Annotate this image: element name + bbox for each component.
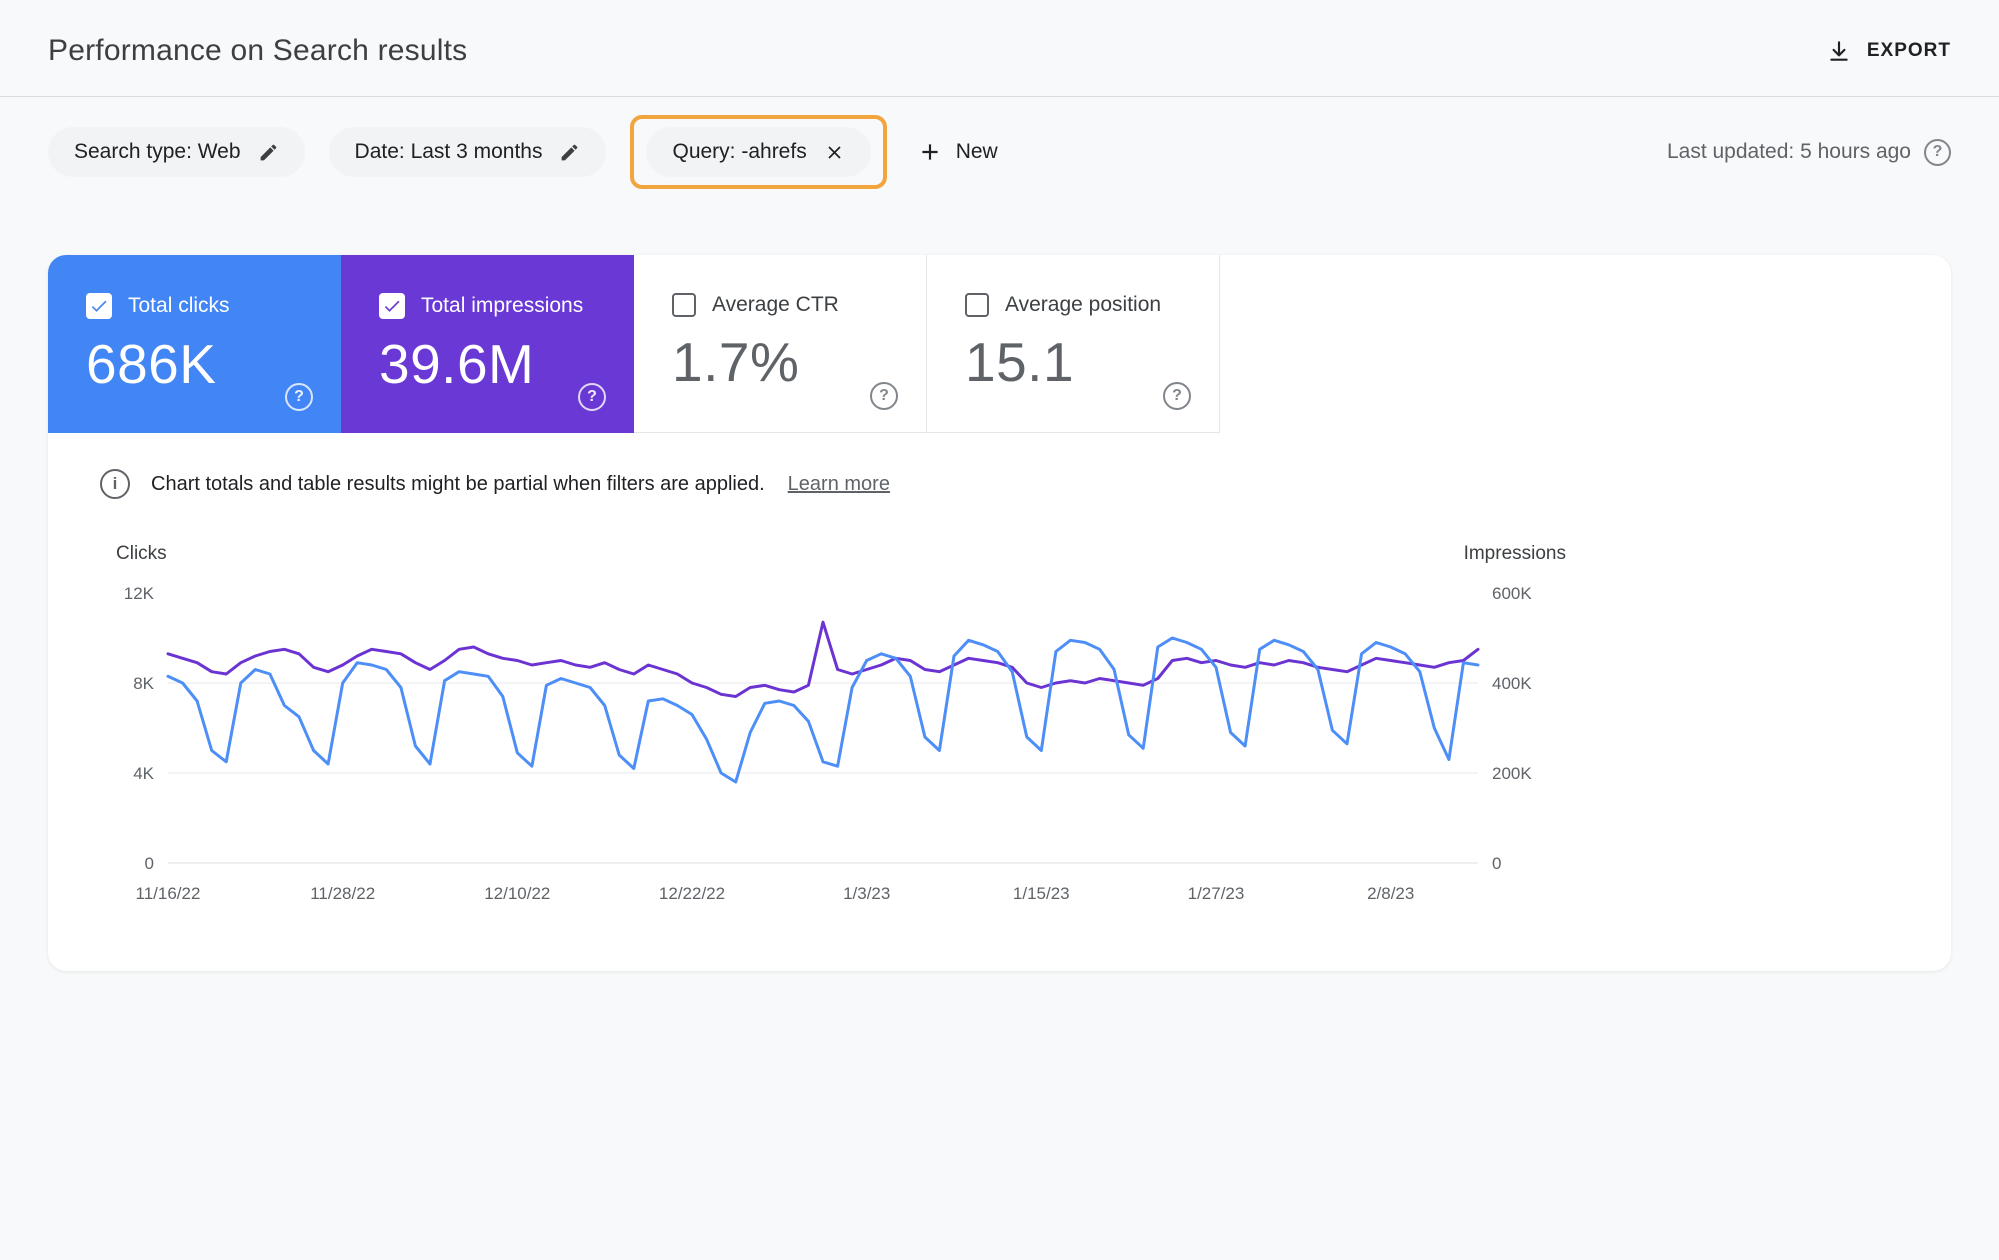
svg-text:8K: 8K	[133, 674, 154, 693]
help-icon[interactable]: ?	[1163, 382, 1191, 410]
filter-chip-date[interactable]: Date: Last 3 months	[329, 127, 607, 177]
metric-card-total-impressions[interactable]: Total impressions 39.6M ?	[341, 255, 634, 433]
svg-text:12K: 12K	[124, 584, 155, 603]
svg-text:12/22/22: 12/22/22	[659, 884, 725, 903]
svg-text:1/27/23: 1/27/23	[1188, 884, 1245, 903]
chart-section: Clicks Impressions 12K 600K 8K 400K 4K 200K 0 0…	[96, 543, 1566, 918]
notice-text: Chart totals and table results might be …	[151, 473, 765, 496]
metric-header: Total clicks	[86, 293, 341, 319]
filter-notice: i Chart totals and table results might b…	[48, 433, 1951, 499]
svg-text:4K: 4K	[133, 764, 154, 783]
search-console-performance-page: Performance on Search results EXPORT Sea…	[0, 0, 1999, 1260]
metric-header: Average position	[965, 293, 1219, 317]
edit-icon[interactable]	[258, 142, 279, 163]
info-icon: i	[100, 469, 130, 499]
metric-card-total-clicks[interactable]: Total clicks 686K ?	[48, 255, 341, 433]
svg-text:1/15/23: 1/15/23	[1013, 884, 1070, 903]
filter-chip-label: Date: Last 3 months	[355, 140, 543, 164]
svg-text:400K: 400K	[1492, 674, 1532, 693]
checkbox-checked-icon[interactable]	[379, 293, 405, 319]
svg-text:12/10/22: 12/10/22	[484, 884, 550, 903]
filter-chip-label: Query: -ahrefs	[672, 140, 806, 164]
help-icon[interactable]: ?	[870, 382, 898, 410]
export-button[interactable]: EXPORT	[1826, 38, 1951, 64]
help-icon[interactable]: ?	[285, 383, 313, 411]
metric-label: Total clicks	[128, 294, 230, 318]
metric-card-average-position[interactable]: Average position 15.1 ?	[927, 255, 1220, 433]
checkbox-unchecked-icon[interactable]	[965, 293, 989, 317]
page-title: Performance on Search results	[48, 34, 467, 68]
download-icon	[1826, 38, 1852, 64]
export-label: EXPORT	[1867, 40, 1951, 62]
metric-card-average-ctr[interactable]: Average CTR 1.7% ?	[634, 255, 927, 433]
svg-text:11/16/22: 11/16/22	[136, 884, 201, 903]
help-icon[interactable]: ?	[578, 383, 606, 411]
report-card: Total clicks 686K ? Total impressions 39…	[48, 255, 1951, 971]
svg-text:2/8/23: 2/8/23	[1367, 884, 1414, 903]
edit-icon[interactable]	[559, 142, 580, 163]
svg-text:600K: 600K	[1492, 584, 1532, 603]
remove-filter-icon[interactable]	[824, 142, 845, 163]
help-icon[interactable]: ?	[1924, 139, 1951, 166]
svg-text:0: 0	[145, 854, 154, 873]
filters-bar: Search type: Web Date: Last 3 months Que…	[0, 97, 1999, 189]
metric-header: Average CTR	[672, 293, 926, 317]
new-filter-label: New	[956, 140, 998, 164]
plus-icon	[917, 139, 943, 165]
metric-label: Average CTR	[712, 293, 839, 317]
left-axis-title: Clicks	[116, 543, 167, 565]
new-filter-button[interactable]: New	[911, 129, 1004, 175]
svg-text:0: 0	[1492, 854, 1501, 873]
performance-chart: 12K 600K 8K 400K 4K 200K 0 0 11/16/22 11/28/22 12/…	[96, 573, 1566, 913]
learn-more-link[interactable]: Learn more	[788, 473, 890, 496]
header: Performance on Search results EXPORT	[0, 0, 1999, 97]
metric-cards-row: Total clicks 686K ? Total impressions 39…	[48, 255, 1951, 433]
filter-chip-query[interactable]: Query: -ahrefs	[646, 127, 870, 177]
metric-label: Average position	[1005, 293, 1161, 317]
query-filter-highlight: Query: -ahrefs	[630, 115, 886, 189]
svg-text:11/28/22: 11/28/22	[310, 884, 375, 903]
right-axis-title: Impressions	[1464, 543, 1566, 565]
metric-header: Total impressions	[379, 293, 634, 319]
svg-text:1/3/23: 1/3/23	[843, 884, 890, 903]
last-updated: Last updated: 5 hours ago ?	[1667, 139, 1951, 166]
filter-chip-search-type[interactable]: Search type: Web	[48, 127, 305, 177]
checkbox-checked-icon[interactable]	[86, 293, 112, 319]
svg-text:200K: 200K	[1492, 764, 1532, 783]
checkbox-unchecked-icon[interactable]	[672, 293, 696, 317]
filter-chip-label: Search type: Web	[74, 140, 241, 164]
metric-label: Total impressions	[421, 294, 583, 318]
chart-axis-titles: Clicks Impressions	[96, 543, 1566, 565]
last-updated-text: Last updated: 5 hours ago	[1667, 140, 1911, 164]
